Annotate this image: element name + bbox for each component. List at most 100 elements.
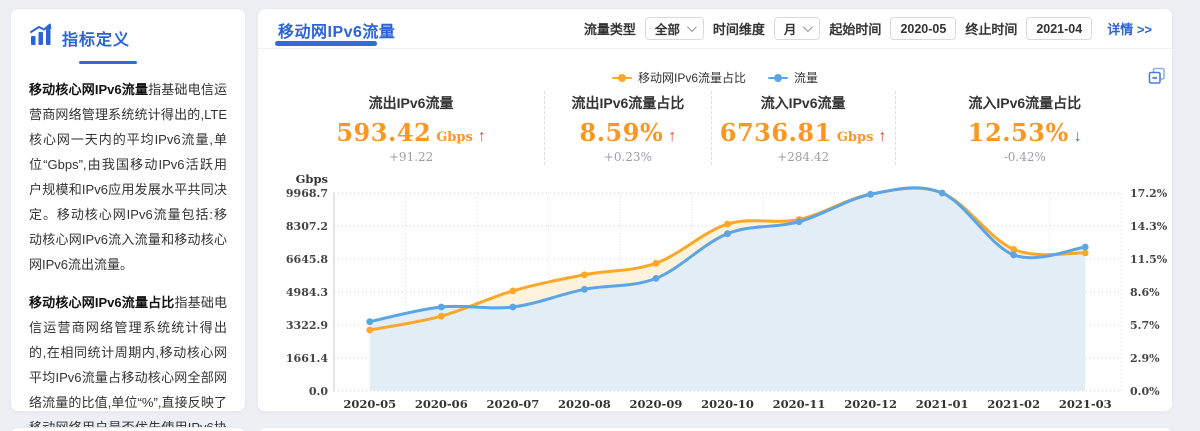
x-axis-tick: 2020-06 (415, 397, 468, 411)
ipv6-traffic-chart-svg: 0.0 1661.4 3322.9 4984.3 6645.8 8307.2 9968.7 0… (286, 172, 1168, 411)
data-point[interactable] (437, 312, 445, 320)
definition-text: 指基础电信运营商网络管理系统统计得出的,在相同统计周期内,移动核心网平均IPv6… (29, 295, 227, 431)
traffic-type-select[interactable]: 全部 (644, 17, 704, 40)
x-axis-tick: 2020-10 (701, 397, 754, 411)
filter-controls: 流量类型 全部 时间维度 月 起始时间 2020-05 终止时间 2021-04… (584, 17, 1152, 40)
traffic-type-value: 全部 (654, 23, 680, 37)
stat-value: 6736.81 (719, 118, 832, 147)
start-time-label: 起始时间 (829, 22, 882, 37)
chevron-down-icon (803, 22, 814, 33)
x-axis-tick: 2020-11 (773, 397, 826, 411)
x-axis-tick: 2021-03 (1059, 397, 1112, 411)
copy-icon[interactable] (1147, 66, 1167, 86)
axis-labels: 0.0 1661.4 3322.9 4984.3 6645.8 8307.2 9968.7 0… (286, 187, 1168, 411)
stat-inflow: 流入IPv6流量 6736.81 Gbps ↑ +284.42 (712, 91, 896, 165)
data-point[interactable] (1081, 249, 1089, 257)
time-dimension-select[interactable]: 月 (773, 17, 821, 40)
stat-title: 流入IPv6流量 (760, 95, 846, 111)
data-point[interactable] (437, 303, 445, 311)
definition-text: 指基础电信运营商网络管理系统统计得出的,LTE核心网一天内的平均IPv6流量,单… (29, 82, 227, 272)
left-axis-tick: 6645.8 (286, 253, 328, 266)
data-point[interactable] (509, 303, 517, 311)
stat-outflow-ratio: 流出IPv6流量占比 8.59% ↑ +0.23% (545, 91, 712, 165)
legend-item-traffic[interactable]: 流量 (768, 69, 818, 86)
stat-cards: 流出IPv6流量 593.42 Gbps ↑ +91.22 流出IPv6流量占比… (278, 91, 1154, 165)
bar-chart-icon (29, 23, 54, 52)
x-axis-tick: 2020-05 (343, 397, 396, 411)
time-dimension-value: 月 (783, 23, 797, 37)
data-point[interactable] (581, 285, 588, 293)
data-point[interactable] (366, 318, 374, 326)
next-sidebar-card-edge (10, 427, 246, 431)
sidebar-title-underline (79, 61, 137, 64)
stat-value: 12.53% (967, 118, 1069, 147)
data-point[interactable] (938, 189, 946, 197)
chart-legend: 移动网IPv6流量占比 流量 (258, 69, 1172, 86)
definition-paragraph: 移动核心网IPv6流量占比指基础电信运营商网络管理系统统计得出的,在相同统计周期… (29, 290, 227, 431)
data-point[interactable] (652, 274, 660, 282)
x-axis-tick: 2020-07 (486, 397, 539, 411)
end-time-input[interactable]: 2021-04 (1026, 17, 1093, 40)
trend-up-icon: ↑ (477, 128, 486, 145)
blue-line-marker-icon (768, 73, 788, 82)
data-point[interactable] (652, 259, 660, 267)
start-time-input[interactable]: 2020-05 (890, 17, 957, 40)
left-axis-tick: 8307.2 (286, 220, 328, 233)
stat-delta: +284.42 (777, 150, 830, 164)
left-axis-tick: 0.0 (309, 385, 328, 398)
left-axis-tick: 4984.3 (286, 286, 328, 299)
x-axis-tick: 2020-09 (630, 397, 683, 411)
trend-up-icon: ↑ (878, 128, 887, 145)
series-area-traffic (369, 187, 1086, 391)
stat-title: 流出IPv6流量占比 (571, 95, 685, 111)
x-axis-tick: 2020-12 (844, 397, 897, 411)
data-point[interactable] (509, 287, 517, 295)
stat-inflow-ratio: 流入IPv6流量占比 12.53% ↓ -0.42% (896, 91, 1154, 165)
right-axis-tick: 14.3% (1130, 220, 1168, 233)
right-axis-tick: 8.6% (1130, 286, 1160, 299)
data-point[interactable] (724, 220, 731, 228)
stat-delta: -0.42% (1003, 150, 1046, 164)
start-time-value: 2020-05 (900, 21, 947, 36)
traffic-type-label: 流量类型 (583, 22, 636, 37)
panel-header: 移动网IPv6流量 流量类型 全部 时间维度 月 起始时间 2020-05 终止… (258, 9, 1172, 49)
next-panel-card-edge (257, 427, 1173, 431)
data-point[interactable] (1010, 251, 1018, 259)
left-axis-tick: 3322.9 (286, 319, 328, 332)
ipv6-traffic-panel: 移动网IPv6流量 流量类型 全部 时间维度 月 起始时间 2020-05 终止… (257, 8, 1173, 412)
detail-link[interactable]: 详情 >> (1107, 22, 1152, 37)
data-point[interactable] (724, 230, 731, 238)
trend-down-icon: ↓ (1073, 128, 1082, 145)
orange-line-marker-icon (611, 73, 632, 82)
data-point[interactable] (1081, 243, 1089, 251)
data-point[interactable] (1010, 246, 1018, 253)
legend-item-ratio[interactable]: 移动网IPv6流量占比 (611, 69, 746, 86)
left-axis-title: Gbps (296, 172, 328, 186)
definition-term: 移动核心网IPv6流量 (29, 82, 149, 97)
stat-value: 593.42 (336, 118, 432, 147)
data-point[interactable] (795, 218, 803, 226)
x-axis-tick: 2021-01 (916, 397, 969, 411)
legend-label: 移动网IPv6流量占比 (637, 71, 746, 85)
right-axis-tick: 5.7% (1130, 319, 1160, 332)
data-point[interactable] (581, 271, 588, 279)
data-point[interactable] (366, 326, 374, 334)
x-axis-tick: 2021-02 (987, 397, 1040, 411)
chevron-down-icon (686, 22, 697, 33)
right-axis-tick: 11.5% (1130, 253, 1168, 266)
legend-label: 流量 (794, 71, 819, 85)
line-area-chart: 0.0 1661.4 3322.9 4984.3 6645.8 8307.2 9968.7 0… (258, 169, 1174, 413)
stat-outflow: 流出IPv6流量 593.42 Gbps ↑ +91.22 (278, 91, 546, 165)
data-point[interactable] (867, 190, 874, 198)
panel-title: 移动网IPv6流量 (278, 23, 396, 41)
x-axis-tick: 2020-08 (558, 397, 611, 411)
right-axis-tick: 2.9% (1130, 352, 1160, 365)
end-time-value: 2021-04 (1036, 21, 1083, 36)
left-axis-tick: 1661.4 (286, 352, 328, 365)
time-dimension-label: 时间维度 (712, 22, 765, 37)
stat-title: 流出IPv6流量 (368, 95, 454, 111)
end-time-label: 终止时间 (965, 22, 1018, 37)
stat-delta: +0.23% (603, 150, 652, 164)
stat-value: 8.59% (579, 118, 664, 147)
indicator-definition-card: 指标定义 移动核心网IPv6流量指基础电信运营商网络管理系统统计得出的,LTE核… (10, 8, 246, 431)
